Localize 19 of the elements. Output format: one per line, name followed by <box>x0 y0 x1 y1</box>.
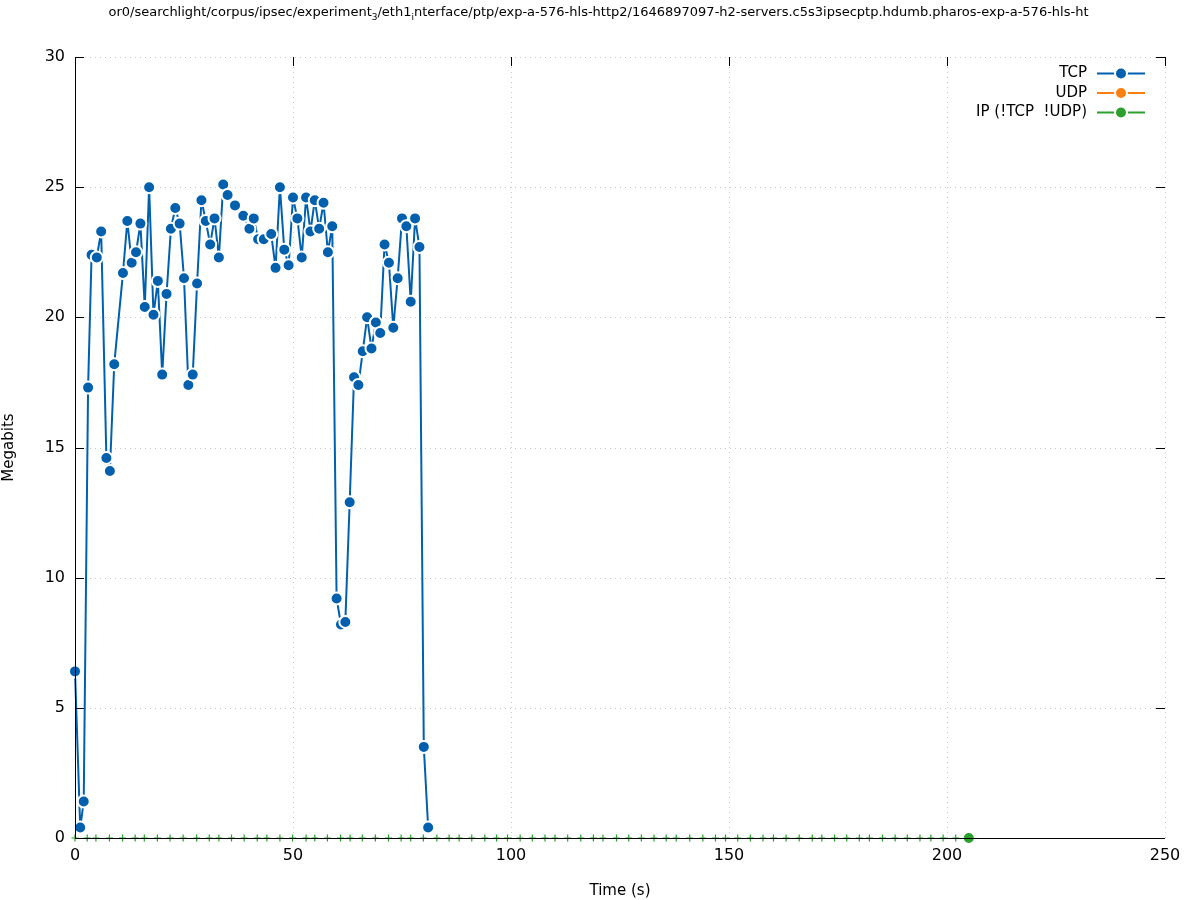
x-tick-label: 250 <box>1149 844 1181 864</box>
y-tick-label: 30 <box>44 45 65 65</box>
x-tick-label: 150 <box>713 844 745 864</box>
x-axis-title: Time (s) <box>588 880 651 899</box>
y-tick-label: 25 <box>44 175 65 195</box>
y-tick-label: 10 <box>44 566 65 586</box>
x-tick-label: 200 <box>931 844 963 864</box>
legend-label: IP (!TCP !UDP) <box>976 101 1087 120</box>
y-tick-label: 20 <box>44 306 65 326</box>
x-tick-label: 100 <box>495 844 527 864</box>
chart-title: or0/searchlight/corpus/ipsec/experiment$_{3}$/eth1$_{i}$nterface/ptp/exp-a-576-hls-http2/1646897097-h2-servers.c5s3ipsecptp.hdumb.pharos-exp-a-576-hls-ht <box>107 3 1090 24</box>
y-tick-label: 5 <box>54 696 65 716</box>
x-tick-label: 0 <box>69 844 81 864</box>
legend-label: TCP <box>1058 62 1087 81</box>
legend-label: UDP <box>1055 82 1087 101</box>
x-tick-label: 50 <box>282 844 304 864</box>
y-tick-label: 15 <box>44 436 65 456</box>
y-tick-label: 0 <box>54 826 65 846</box>
y-axis-title: Megabits <box>0 412 17 482</box>
